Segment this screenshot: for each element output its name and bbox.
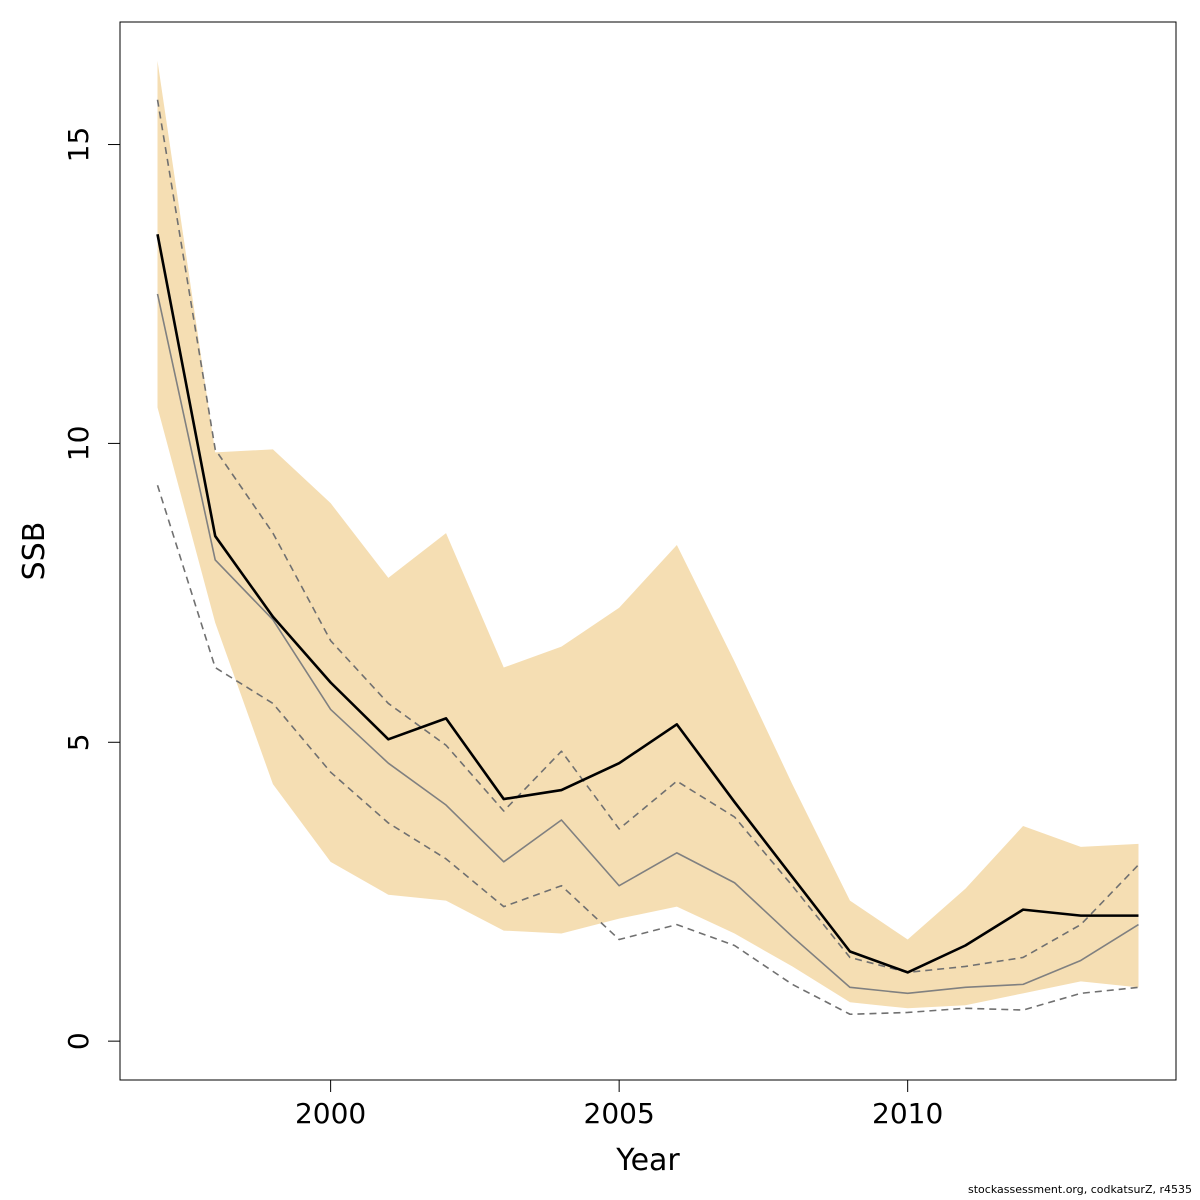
y-axis-title: SSB — [17, 522, 52, 581]
y-tick-label-10: 10 — [62, 426, 95, 462]
x-tick-label-2010: 2010 — [872, 1097, 943, 1130]
y-tick-label-0: 0 — [62, 1032, 95, 1050]
x-axis-title: Year — [615, 1143, 680, 1178]
y-tick-label-15: 15 — [62, 127, 95, 163]
footer-credit: stockassessment.org, codkatsurZ, r4535 — [968, 1183, 1192, 1196]
x-tick-label-2000: 2000 — [295, 1097, 366, 1130]
confidence-band — [157, 60, 1139, 1009]
series-line-3 — [156, 99, 1140, 974]
series-line-1 — [156, 233, 1139, 974]
x-tick-label-2005: 2005 — [584, 1097, 655, 1130]
series-line-4 — [156, 485, 1139, 1016]
y-tick-label-5: 5 — [62, 733, 95, 751]
series-line-2 — [156, 293, 1139, 995]
